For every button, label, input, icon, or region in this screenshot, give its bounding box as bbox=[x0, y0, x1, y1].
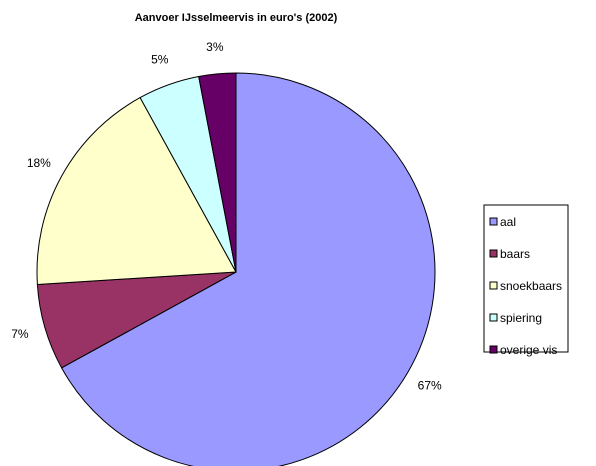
legend-label: overige vis bbox=[500, 343, 557, 357]
data-label: 18% bbox=[27, 156, 51, 170]
pie-slice bbox=[60, 72, 436, 466]
data-label: 67% bbox=[418, 379, 442, 393]
legend-swatch bbox=[489, 313, 498, 322]
pie-slice bbox=[36, 96, 237, 286]
pie-slice bbox=[198, 72, 237, 273]
legend-swatch bbox=[489, 345, 498, 354]
legend-label: aal bbox=[500, 215, 516, 229]
data-label: 7% bbox=[11, 327, 29, 341]
legend-box bbox=[483, 204, 569, 353]
data-label: 5% bbox=[151, 52, 169, 66]
legend-swatch bbox=[489, 281, 498, 290]
data-label: 3% bbox=[206, 40, 224, 54]
chart-title: Aanvoer IJsselmeervis in euro's (2002) bbox=[135, 12, 338, 24]
legend-label: snoekbaars bbox=[500, 279, 562, 293]
legend-swatch bbox=[489, 217, 498, 226]
legend-swatch bbox=[489, 249, 498, 258]
legend-label: baars bbox=[500, 247, 530, 261]
legend-label: spiering bbox=[500, 311, 542, 325]
